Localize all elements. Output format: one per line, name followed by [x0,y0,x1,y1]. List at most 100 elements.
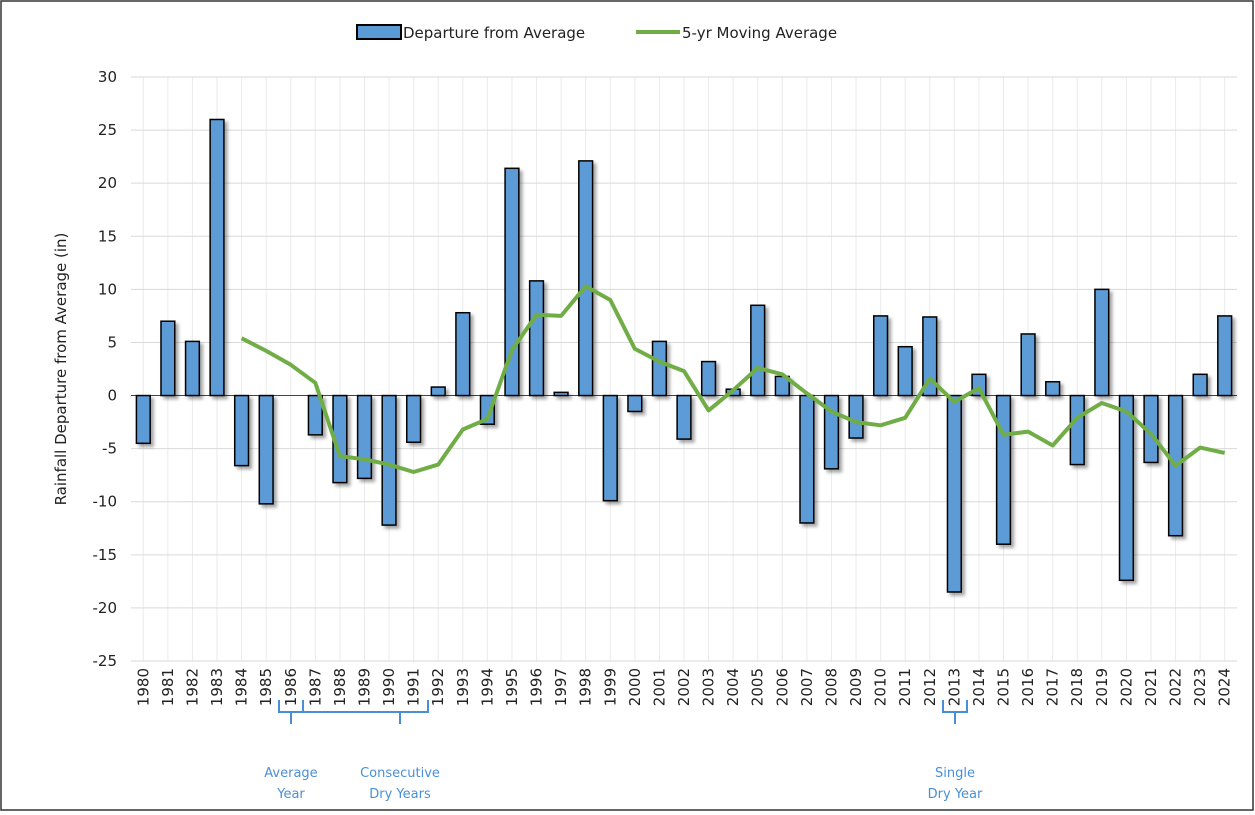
x-tick-label: 2003 [700,668,718,706]
x-tick-label: 1987 [306,668,324,706]
bar [995,394,1012,545]
x-tick-label: 1997 [552,668,570,706]
x-tick-label: 1986 [282,668,300,706]
y-tick-label: 20 [98,174,117,192]
bar [1020,333,1036,397]
x-tick-label: 1990 [380,668,398,706]
bar [750,304,766,397]
bar [897,345,913,397]
bar [1118,394,1135,582]
bar [356,394,373,480]
annotation: Year [276,787,305,802]
bar [455,311,471,397]
x-tick-label: 2020 [1117,668,1135,706]
x-tick-label: 2024 [1216,668,1234,706]
y-axis-label: Rainfall Departure from Average (in) [52,233,70,506]
x-tick-label: 2017 [1044,668,1062,706]
x-tick-label: 1988 [331,668,349,706]
bar [651,340,668,397]
bar [184,340,201,397]
x-tick-label: 2009 [847,668,865,706]
x-tick-label: 2008 [822,668,840,706]
bar [1094,288,1110,397]
bracket [942,700,968,724]
x-tick-label: 2001 [650,668,668,706]
bar [848,394,864,439]
bar [406,394,422,444]
x-tick-label: 1999 [601,668,619,706]
bar [504,167,520,397]
x-tick-label: 2019 [1093,668,1111,706]
y-tick-label: -20 [93,599,118,617]
x-tick-label: 1985 [257,668,275,706]
bar [479,394,496,425]
x-tick-label: 2016 [1019,668,1037,706]
y-tick-label: 10 [98,280,117,298]
x-tick-label: 1989 [355,668,373,706]
bar [258,394,274,505]
x-tick-label: 2014 [970,668,988,706]
bar [1069,394,1085,466]
bar [160,320,176,397]
x-tick-label: 1992 [429,668,447,706]
legend-label: Departure from Average [403,24,585,42]
bar [1045,380,1061,397]
legend-swatch [356,24,402,40]
annotation-brackets [278,700,968,724]
y-tick-label: 5 [107,333,117,351]
annotation: Consecutive [360,766,440,781]
y-tick-label: 25 [98,121,117,139]
bar [307,394,323,436]
bar [922,316,938,397]
y-tick-label: -10 [93,493,118,511]
bar [135,394,151,445]
bar [1217,315,1233,397]
y-tick-label: -15 [93,546,118,564]
x-tick-label: 2000 [626,668,644,706]
bar [553,391,569,397]
bar [627,394,643,413]
line-series [240,284,1226,474]
x-tick-label: 2011 [896,668,914,706]
bar [578,160,594,397]
x-tick-label: 2022 [1167,668,1185,706]
bar [233,394,250,467]
bar [676,394,692,440]
x-tick-label: 1983 [208,668,226,706]
bar-series [135,118,1233,593]
x-tick-label: 1980 [134,668,152,706]
x-tick-label: 2005 [749,668,767,706]
bar [430,386,446,397]
x-tick-label: 1981 [159,668,177,706]
bar [381,394,397,526]
bar [872,315,889,397]
annotation: Average [264,766,317,781]
legend-label: 5-yr Moving Average [682,24,837,42]
x-tick-label: 2015 [995,668,1013,706]
x-tick-label: 1996 [528,668,546,706]
x-tick-label: 1984 [233,668,251,706]
bar [528,280,545,397]
annotation: Dry Year [928,787,983,802]
x-tick-label: 2023 [1191,668,1209,706]
bracket [302,700,429,724]
x-tick-label: 1995 [503,668,521,706]
y-tick-label: 15 [98,227,117,245]
x-tick-label: 2012 [921,668,939,706]
bar [700,360,717,397]
bar [946,394,962,593]
y-tick-label: -5 [102,440,117,458]
x-tick-label: 2013 [945,668,963,706]
annotation: Single [935,766,975,781]
y-tick-label: 0 [107,387,117,405]
bar [602,394,618,502]
x-tick-label: 1998 [577,668,595,706]
x-tick-label: 2006 [773,668,791,706]
x-tick-label: 2018 [1068,668,1086,706]
y-tick-label: -25 [93,652,118,670]
x-tick-label: 2010 [872,668,890,706]
bar [209,118,225,397]
x-tick-label: 1994 [478,668,496,706]
x-tick-label: 2007 [798,668,816,706]
